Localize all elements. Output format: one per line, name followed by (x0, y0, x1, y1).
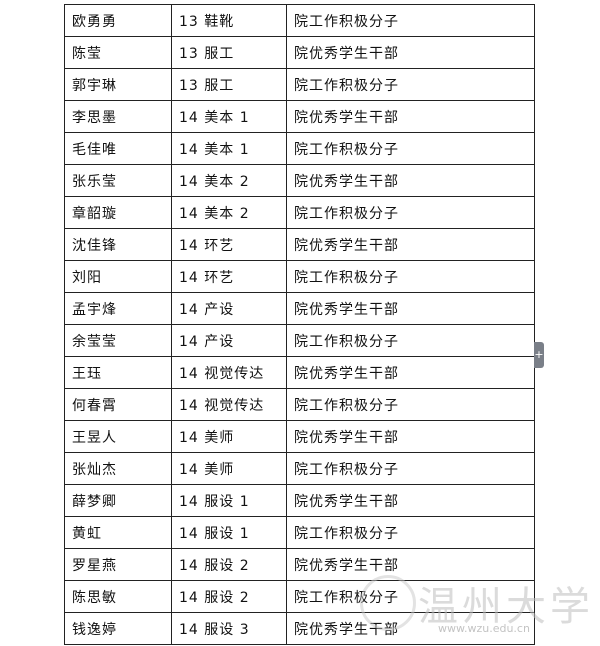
class-name: 14 美师 (171, 420, 287, 453)
student-name: 刘阳 (64, 260, 172, 293)
award: 院工作积极分子 (286, 388, 535, 421)
table-row: 欧勇勇 13 鞋靴 院工作积极分子 (64, 4, 535, 37)
class-name: 13 服工 (171, 68, 287, 101)
student-name: 张灿杰 (64, 452, 172, 485)
student-name: 黄虹 (64, 516, 172, 549)
award: 院工作积极分子 (286, 196, 535, 229)
class-name: 14 美本 1 (171, 100, 287, 133)
class-name: 14 美师 (171, 452, 287, 485)
watermark-seal (360, 575, 416, 631)
award: 院工作积极分子 (286, 260, 535, 293)
student-name: 欧勇勇 (64, 4, 172, 37)
table-row: 黄虹 14 服设 1 院工作积极分子 (64, 516, 535, 549)
award: 院工作积极分子 (286, 516, 535, 549)
award: 院工作积极分子 (286, 324, 535, 357)
student-name: 陈思敏 (64, 580, 172, 613)
class-name: 14 美本 2 (171, 164, 287, 197)
student-name: 章韶璇 (64, 196, 172, 229)
table-row: 李思墨 14 美本 1 院优秀学生干部 (64, 100, 535, 133)
award: 院工作积极分子 (286, 452, 535, 485)
class-name: 14 服设 1 (171, 484, 287, 517)
class-name: 14 视觉传达 (171, 388, 287, 421)
student-name: 罗星燕 (64, 548, 172, 581)
award: 院工作积极分子 (286, 68, 535, 101)
student-name: 余莹莹 (64, 324, 172, 357)
student-name: 钱逸婷 (64, 612, 172, 645)
award: 院优秀学生干部 (286, 228, 535, 261)
class-name: 13 服工 (171, 36, 287, 69)
student-name: 沈佳锋 (64, 228, 172, 261)
add-row-tab[interactable]: + (534, 342, 544, 368)
table-row: 王昱人 14 美师 院优秀学生干部 (64, 420, 535, 453)
student-name: 何春霄 (64, 388, 172, 421)
watermark-name: 温州大学 (418, 584, 594, 630)
award: 院优秀学生干部 (286, 484, 535, 517)
watermark-url: www.wzu.edu.cn (438, 622, 530, 635)
student-name: 张乐莹 (64, 164, 172, 197)
award: 院优秀学生干部 (286, 100, 535, 133)
class-name: 14 视觉传达 (171, 356, 287, 389)
table-row: 毛佳唯 14 美本 1 院工作积极分子 (64, 132, 535, 165)
table-row: 郭宇琳 13 服工 院工作积极分子 (64, 68, 535, 101)
award: 院优秀学生干部 (286, 164, 535, 197)
class-name: 14 服设 2 (171, 580, 287, 613)
table-row: 章韶璇 14 美本 2 院工作积极分子 (64, 196, 535, 229)
table-row: 张乐莹 14 美本 2 院优秀学生干部 (64, 164, 535, 197)
student-name: 李思墨 (64, 100, 172, 133)
class-name: 14 产设 (171, 324, 287, 357)
student-name: 毛佳唯 (64, 132, 172, 165)
class-name: 14 环艺 (171, 260, 287, 293)
table-row: 余莹莹 14 产设 院工作积极分子 (64, 324, 535, 357)
class-name: 14 产设 (171, 292, 287, 325)
table-row: 刘阳 14 环艺 院工作积极分子 (64, 260, 535, 293)
student-name: 薛梦卿 (64, 484, 172, 517)
class-name: 14 服设 2 (171, 548, 287, 581)
student-name: 陈莹 (64, 36, 172, 69)
student-name: 王珏 (64, 356, 172, 389)
award-table: 欧勇勇 13 鞋靴 院工作积极分子 陈莹 13 服工 院优秀学生干部 郭宇琳 13 服工 院工作… (64, 4, 535, 645)
class-name: 14 服设 1 (171, 516, 287, 549)
class-name: 13 鞋靴 (171, 4, 287, 37)
class-name: 14 美本 2 (171, 196, 287, 229)
student-name: 孟宇烽 (64, 292, 172, 325)
table-row: 薛梦卿 14 服设 1 院优秀学生干部 (64, 484, 535, 517)
student-name: 王昱人 (64, 420, 172, 453)
class-name: 14 服设 3 (171, 612, 287, 645)
table-row: 罗星燕 14 服设 2 院优秀学生干部 (64, 548, 535, 581)
award: 院工作积极分子 (286, 4, 535, 37)
table-row: 沈佳锋 14 环艺 院优秀学生干部 (64, 228, 535, 261)
award: 院优秀学生干部 (286, 356, 535, 389)
award: 院工作积极分子 (286, 132, 535, 165)
award: 院优秀学生干部 (286, 36, 535, 69)
student-name: 郭宇琳 (64, 68, 172, 101)
class-name: 14 环艺 (171, 228, 287, 261)
table-row: 何春霄 14 视觉传达 院工作积极分子 (64, 388, 535, 421)
table-row: 张灿杰 14 美师 院工作积极分子 (64, 452, 535, 485)
class-name: 14 美本 1 (171, 132, 287, 165)
award: 院优秀学生干部 (286, 420, 535, 453)
award: 院优秀学生干部 (286, 292, 535, 325)
table-row: 孟宇烽 14 产设 院优秀学生干部 (64, 292, 535, 325)
table-row: 陈莹 13 服工 院优秀学生干部 (64, 36, 535, 69)
table-row: 王珏 14 视觉传达 院优秀学生干部 (64, 356, 535, 389)
